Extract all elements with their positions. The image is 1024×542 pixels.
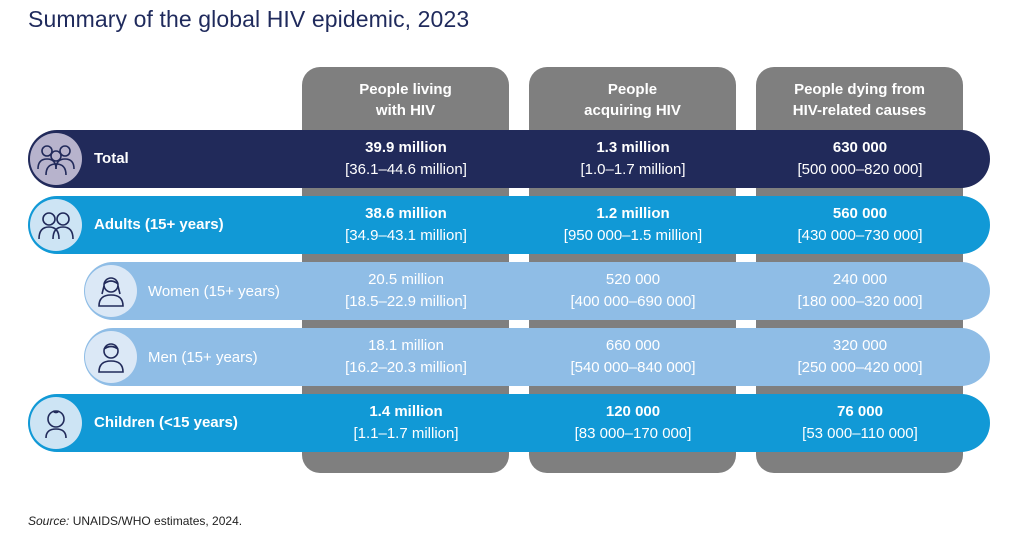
row-men-label: Men (15+ years) (148, 349, 258, 366)
row-total-label: Total (94, 150, 129, 167)
cell-range: [34.9–43.1 million] (345, 227, 467, 244)
cell-children-acquiring: 120 000 [83 000–170 000] (529, 401, 737, 445)
cell-value: 1.2 million (596, 205, 670, 222)
cell-range: [16.2–20.3 million] (345, 359, 467, 376)
cell-range: [500 000–820 000] (797, 161, 923, 178)
woman-icon (98, 277, 124, 307)
row-total-icon-circle (30, 133, 82, 185)
cell-value: 630 000 (832, 139, 888, 156)
cell-range: [53 000–110 000] (802, 425, 918, 442)
cell-total-acquiring: 1.3 million [1.0–1.7 million] (529, 137, 737, 181)
cell-range: [250 000–420 000] (797, 359, 923, 376)
cell-value: 520 000 (605, 271, 661, 288)
cell-value: 1.4 million (369, 403, 443, 420)
source-prefix: Source: (28, 514, 70, 528)
cell-total-living: 39.9 million [36.1–44.6 million] (302, 137, 510, 181)
cell-range: [1.0–1.7 million] (580, 161, 686, 178)
column-header-acquiring: People acquiring HIV (584, 81, 681, 119)
source-text: UNAIDS/WHO estimates, 2024. (69, 514, 243, 528)
cell-value: 18.1 million (368, 337, 444, 354)
group-icon (37, 145, 75, 176)
cell-women-living: 20.5 million [18.5–22.9 million] (302, 269, 510, 313)
cell-adults-dying: 560 000 [430 000–730 000] (756, 203, 964, 247)
cell-women-dying: 240 000 [180 000–320 000] (756, 269, 964, 313)
cell-value: 76 000 (837, 403, 883, 420)
cell-range: [36.1–44.6 million] (345, 161, 467, 178)
column-header-living: People living with HIV (359, 81, 452, 119)
cell-men-dying: 320 000 [250 000–420 000] (756, 335, 964, 379)
row-adults-icon-circle (30, 199, 82, 251)
row-children-icon-circle (30, 397, 82, 449)
cell-value: 1.3 million (596, 139, 670, 156)
cell-value: 660 000 (605, 337, 661, 354)
cell-women-acquiring: 520 000 [400 000–690 000] (529, 269, 737, 313)
cell-children-living: 1.4 million [1.1–1.7 million] (302, 401, 510, 445)
cell-value: 560 000 (832, 205, 888, 222)
cell-men-living: 18.1 million [16.2–20.3 million] (302, 335, 510, 379)
source-note: Source: UNAIDS/WHO estimates, 2024. (28, 514, 242, 528)
cell-range: [1.1–1.7 million] (353, 425, 459, 442)
cell-value: 240 000 (832, 271, 888, 288)
cell-value: 20.5 million (368, 271, 444, 288)
page-title: Summary of the global HIV epidemic, 2023 (28, 6, 470, 32)
cell-range: [83 000–170 000] (574, 425, 692, 442)
cell-range: [18.5–22.9 million] (345, 293, 467, 310)
row-women-icon-circle (85, 265, 137, 317)
row-men-icon-circle (85, 331, 137, 383)
cell-range: [400 000–690 000] (570, 293, 696, 310)
row-children-label: Children (<15 years) (94, 414, 238, 431)
cell-range: [950 000–1.5 million] (563, 227, 703, 244)
cell-adults-living: 38.6 million [34.9–43.1 million] (302, 203, 510, 247)
cell-adults-acquiring: 1.2 million [950 000–1.5 million] (529, 203, 737, 247)
row-adults-label: Adults (15+ years) (94, 216, 224, 233)
cell-range: [180 000–320 000] (797, 293, 923, 310)
row-women-bar (84, 262, 990, 320)
cell-range: [540 000–840 000] (570, 359, 696, 376)
row-total-bar (28, 130, 990, 188)
cell-range: [430 000–730 000] (797, 227, 923, 244)
cell-value: 120 000 (605, 403, 661, 420)
row-children-bar (28, 394, 990, 452)
cell-value: 38.6 million (365, 205, 447, 222)
cell-men-acquiring: 660 000 [540 000–840 000] (529, 335, 737, 379)
child-icon (45, 410, 67, 439)
cell-children-dying: 76 000 [53 000–110 000] (756, 401, 964, 445)
cell-total-dying: 630 000 [500 000–820 000] (756, 137, 964, 181)
row-women-label: Women (15+ years) (148, 283, 280, 300)
adults-icon (38, 212, 74, 240)
row-adults-bar (28, 196, 990, 254)
cell-value: 39.9 million (365, 139, 447, 156)
column-header-dying: People dying from HIV-related causes (792, 81, 927, 119)
man-icon (98, 343, 124, 373)
cell-value: 320 000 (832, 337, 888, 354)
row-men-bar (84, 328, 990, 386)
